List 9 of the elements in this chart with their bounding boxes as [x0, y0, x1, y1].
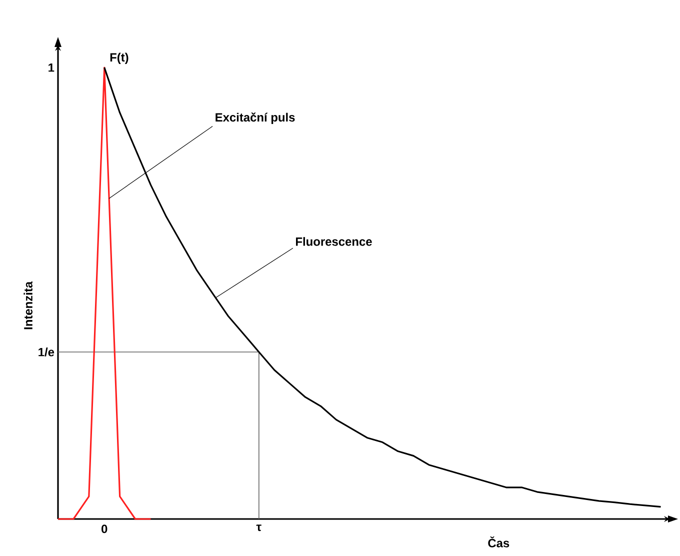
annotation: Excitační puls	[216, 112, 295, 124]
y-axis-title: Intenzita	[24, 281, 32, 330]
ref-line-label: 1/e	[38, 348, 54, 356]
x-axis-title: Čas	[488, 536, 510, 548]
chart-title: F(t)	[110, 52, 128, 64]
text: 1	[48, 63, 54, 72]
x-tick-label: 0	[102, 524, 108, 534]
annotation: Fluorescence	[296, 237, 372, 246]
x-tick-label: τ	[256, 524, 262, 532]
